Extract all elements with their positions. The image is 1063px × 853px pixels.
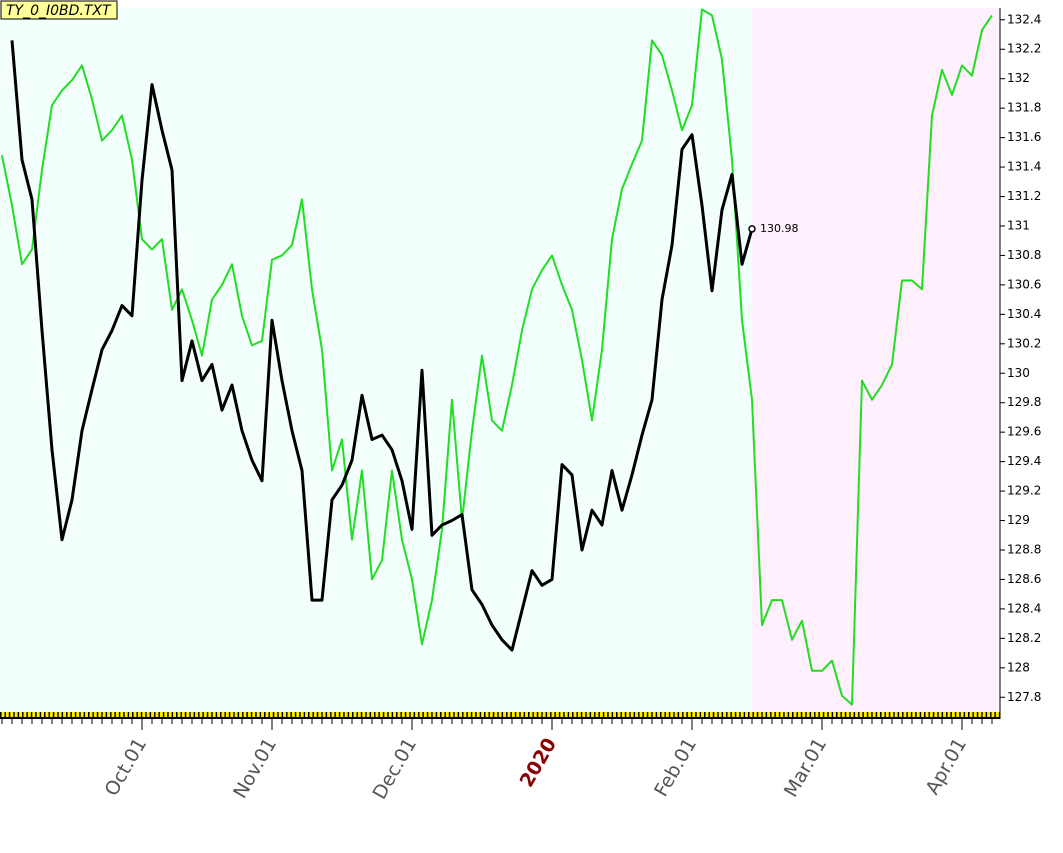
y-tick-label: 130.6 [1007, 277, 1041, 291]
y-tick-label: 128.2 [1007, 631, 1041, 645]
x-tick-label: Dec.01 [369, 734, 422, 803]
y-tick-label: 128.6 [1007, 572, 1041, 586]
y-tick-label: 129.8 [1007, 395, 1041, 409]
y-tick-label: 129 [1007, 513, 1030, 527]
x-tick-label: Nov.01 [229, 734, 281, 802]
last-point [748, 225, 756, 233]
x-tick-label: Mar.01 [780, 734, 831, 801]
x-tick-label: Apr.01 [921, 734, 971, 798]
y-tick-label: 130.4 [1007, 307, 1041, 321]
y-tick-label: 131 [1007, 218, 1030, 232]
x-axis-strip [0, 712, 1000, 719]
last-value-label: 130.98 [760, 222, 799, 235]
y-tick-label: 129.6 [1007, 425, 1041, 439]
chart-title: TY_0_I0BD.TXT [6, 3, 112, 19]
y-tick-label: 130.2 [1007, 336, 1041, 350]
y-tick-label: 128.8 [1007, 542, 1041, 556]
y-tick-label: 131.4 [1007, 160, 1041, 174]
y-tick-label: 131.6 [1007, 130, 1041, 144]
y-tick-label: 132 [1007, 71, 1030, 85]
y-tick-label: 128.4 [1007, 601, 1041, 615]
y-tick-label: 130 [1007, 366, 1030, 380]
y-tick-label: 132.4 [1007, 12, 1041, 26]
title-box [0, 0, 118, 20]
y-tick-label: 131.2 [1007, 189, 1041, 203]
x-tick-label: Feb.01 [650, 734, 701, 800]
plot-background [0, 8, 752, 712]
x-tick-label: 2020 [516, 734, 561, 791]
y-tick-label: 128 [1007, 660, 1030, 674]
series-line [1, 8, 993, 706]
future-background [752, 8, 1000, 712]
series-line [10, 40, 754, 652]
y-tick-label: 132.2 [1007, 42, 1041, 56]
y-tick-label: 129.2 [1007, 484, 1041, 498]
y-tick-label: 131.8 [1007, 101, 1041, 115]
y-tick-label: 129.4 [1007, 454, 1041, 468]
y-tick-label: 130.8 [1007, 248, 1041, 262]
x-tick-label: Oct.01 [101, 734, 152, 800]
y-tick-label: 127.8 [1007, 690, 1041, 704]
